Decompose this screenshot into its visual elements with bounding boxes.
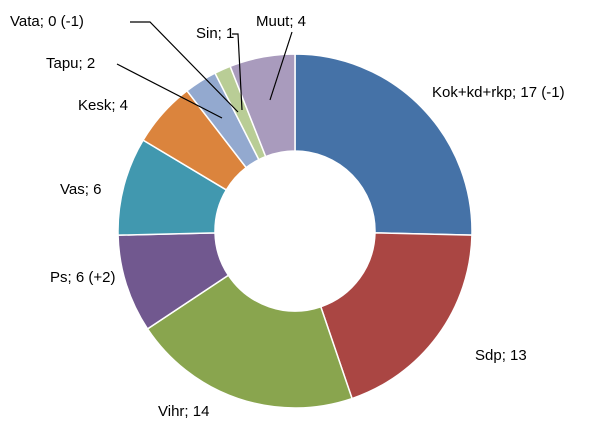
leader-line	[116, 63, 223, 119]
donut-slice	[229, 53, 296, 158]
data-label: Kok+kd+rkp; 17 (-1)	[432, 84, 565, 101]
donut-slice	[146, 274, 354, 409]
donut-slice	[294, 53, 473, 236]
data-label: Kesk; 4	[78, 97, 128, 114]
data-label: Vas; 6	[60, 181, 101, 198]
donut-slice	[319, 232, 473, 400]
data-label: Sdp; 13	[475, 347, 527, 364]
leader-line	[232, 33, 243, 111]
leader-line	[269, 31, 293, 101]
data-label: Tapu; 2	[46, 55, 95, 72]
leader-lines	[116, 21, 293, 119]
data-label: Muut; 4	[256, 13, 306, 30]
data-label: Ps; 6 (+2)	[50, 269, 115, 286]
data-label: Vihr; 14	[158, 403, 209, 420]
data-label: Vata; 0 (-1)	[10, 13, 84, 30]
leader-line	[130, 21, 239, 113]
data-label: Sin; 1	[196, 25, 234, 42]
